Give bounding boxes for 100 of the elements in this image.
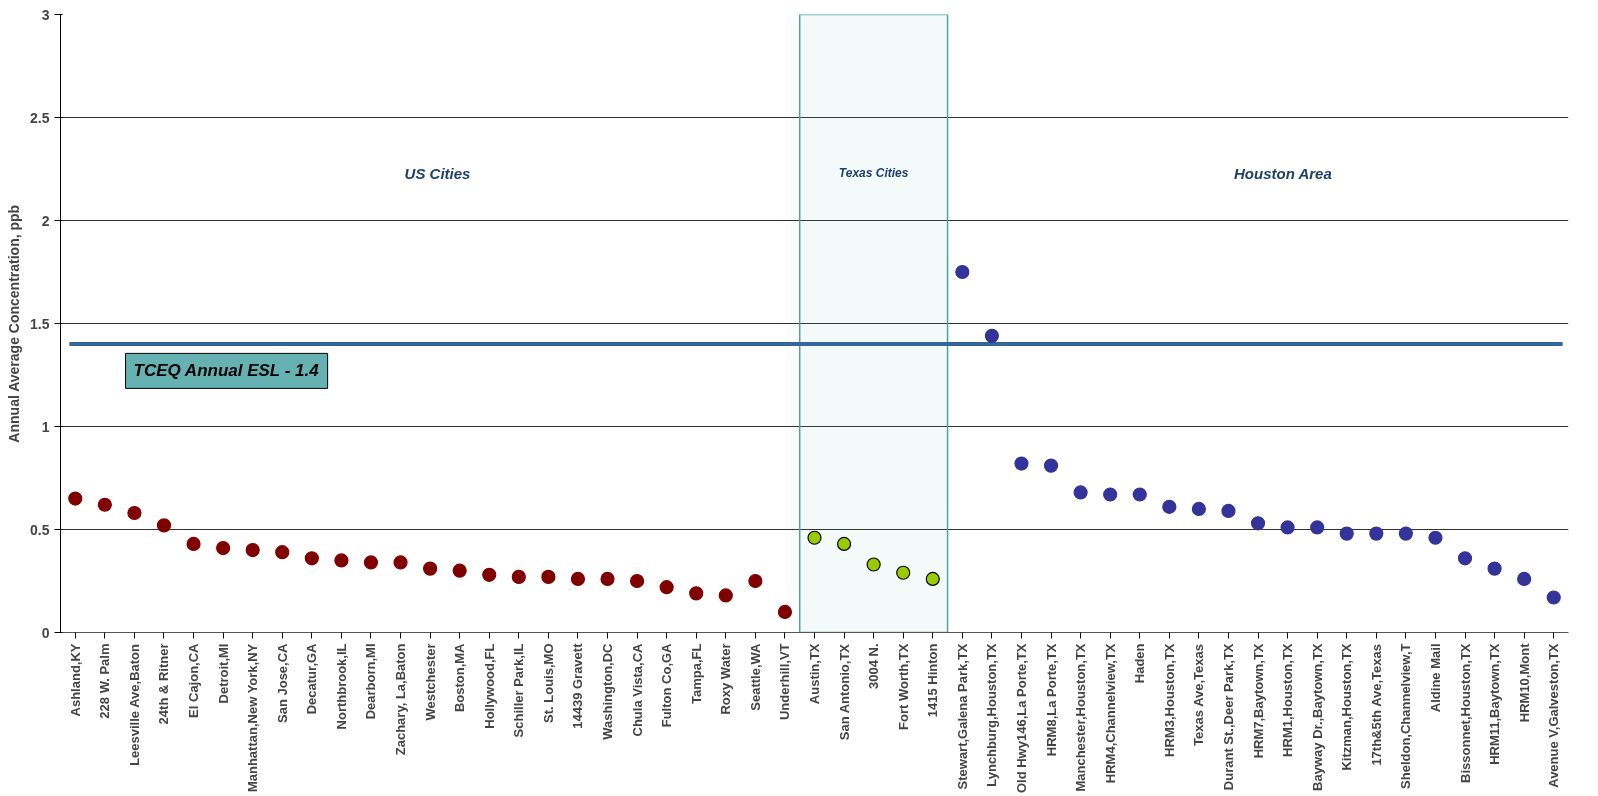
- x-tick-label: Aldine Mail: [1427, 643, 1443, 713]
- point: [1517, 571, 1532, 587]
- point: [1014, 456, 1029, 471]
- point: [718, 588, 733, 603]
- point: [1339, 526, 1354, 541]
- point: [68, 491, 83, 506]
- point: [836, 536, 852, 552]
- x-tick-label: Kitzman,Houston,TX: [1339, 643, 1355, 771]
- y-tick-label: 2: [41, 212, 50, 229]
- x-tick-label: 228 W. Palm: [97, 643, 113, 719]
- x-tick-label: Boston,MA: [452, 642, 468, 713]
- x-tick-label: Hollywood,FL: [481, 643, 497, 729]
- ref-line-label: TCEQ Annual ESL - 1.4: [133, 361, 320, 381]
- y-tick-label: 1: [41, 418, 50, 435]
- x-tick-label: Chula Vista,CA: [629, 642, 645, 737]
- x-tick-label: HRM1,Houston,TX: [1280, 643, 1296, 757]
- y-tick-label: 0.5: [30, 521, 50, 538]
- point: [600, 571, 615, 587]
- x-tick-label: San Jose,CA: [274, 642, 290, 723]
- point: [393, 555, 408, 570]
- point: [984, 328, 1000, 343]
- x-tick-label: Bayway Dr.,Baytown,TX: [1309, 643, 1325, 791]
- x-tick-label: San Antonio,TX: [836, 643, 852, 741]
- y-axis-title: Annual Average Concentration, ppb: [6, 204, 23, 443]
- x-tick-label: 1415 Hinton: [925, 643, 941, 718]
- point: [1073, 485, 1088, 500]
- point: [127, 505, 142, 521]
- y-tick-label: 0: [41, 624, 50, 641]
- point: [570, 571, 586, 587]
- y-tick-label: 3: [41, 6, 50, 23]
- point: [629, 573, 645, 589]
- x-tick-label: Fort Worth,TX: [895, 643, 911, 730]
- y-tick-label: 1.5: [30, 315, 50, 332]
- x-tick-label: 17th&5th Ave,Texas: [1368, 643, 1384, 766]
- point: [1398, 526, 1413, 541]
- point: [216, 540, 231, 556]
- x-tick-label: Schiller Park,IL: [511, 643, 527, 738]
- point: [1310, 520, 1325, 535]
- x-tick-label: Haden: [1132, 643, 1148, 684]
- x-tick-label: Detroit,MI: [215, 643, 231, 704]
- x-tick-label: HRM8,La Porte,TX: [1043, 643, 1059, 757]
- point: [1428, 530, 1443, 545]
- x-tick-label: HRM10,Mont: [1516, 642, 1532, 723]
- point: [1546, 590, 1561, 605]
- point: [1280, 520, 1295, 535]
- x-tick-label: HRM7,Baytown,TX: [1250, 643, 1266, 759]
- point: [452, 563, 467, 578]
- point: [482, 567, 497, 582]
- point: [1250, 516, 1266, 531]
- point: [97, 497, 112, 512]
- point: [777, 604, 793, 619]
- point: [334, 553, 349, 568]
- point: [1369, 526, 1384, 541]
- x-tick-label: Sheldon,Channelview,T: [1398, 643, 1414, 789]
- x-tick-label: Bissonnet,Houston,TX: [1457, 643, 1473, 783]
- x-tick-label: 3004 N.: [866, 643, 882, 690]
- x-tick-label: Dearborn,MI: [363, 643, 379, 720]
- point: [1221, 503, 1236, 519]
- point: [807, 530, 822, 545]
- x-tick-label: Durant St.,Deer Park,TX: [1220, 643, 1236, 791]
- x-tick-label: Decatur,GA: [304, 642, 320, 715]
- x-tick-label: HRM3,Houston,TX: [1161, 643, 1177, 757]
- point: [186, 536, 201, 552]
- x-tick-label: Ashland,KY: [67, 643, 83, 717]
- annotation: Houston Area: [1233, 164, 1332, 182]
- point: [1487, 561, 1502, 576]
- x-tick-label: Seattle,WA: [747, 642, 763, 711]
- x-tick-label: Manchester,Houston,TX: [1073, 643, 1089, 792]
- point: [748, 573, 763, 589]
- point: [423, 561, 438, 576]
- point: [925, 571, 940, 587]
- point: [1132, 487, 1147, 502]
- point: [275, 545, 290, 560]
- x-tick-label: 24th & Ritner: [156, 643, 172, 725]
- x-tick-label: Lynchburg,Houston,TX: [984, 643, 1000, 787]
- point: [363, 555, 379, 570]
- x-tick-label: Washington,DC: [600, 642, 616, 740]
- point: [304, 551, 319, 566]
- x-tick-label: HRM4,Channelview,TX: [1102, 643, 1118, 784]
- x-tick-label: Underhill,VT: [777, 643, 793, 721]
- annotation: Texas Cities: [838, 166, 909, 181]
- y-tick-label: 2.5: [30, 109, 50, 126]
- x-tick-label: St. Louis,MO: [540, 643, 556, 723]
- point: [1043, 458, 1059, 473]
- x-tick-label: Tampa,FL: [688, 643, 704, 704]
- point: [955, 264, 970, 280]
- x-tick-label: Fulton Co,GA: [659, 642, 675, 728]
- x-tick-label: Austin,TX: [807, 643, 822, 705]
- x-tick-label: Texas Ave,Texas: [1191, 643, 1207, 746]
- point: [659, 580, 674, 595]
- point: [156, 518, 172, 533]
- x-tick-label: Leesville Ave,Baton: [126, 643, 142, 766]
- point: [1457, 551, 1473, 566]
- x-tick-label: Old Hwy146,La Porte,TX: [1013, 643, 1029, 794]
- point: [541, 569, 556, 584]
- x-tick-label: Stewart,Galena Park,TX: [954, 643, 970, 790]
- point: [866, 557, 881, 572]
- annotation: US Cities: [404, 164, 471, 182]
- point: [245, 543, 260, 558]
- x-tick-label: Manhattan,New York,NY: [245, 643, 261, 793]
